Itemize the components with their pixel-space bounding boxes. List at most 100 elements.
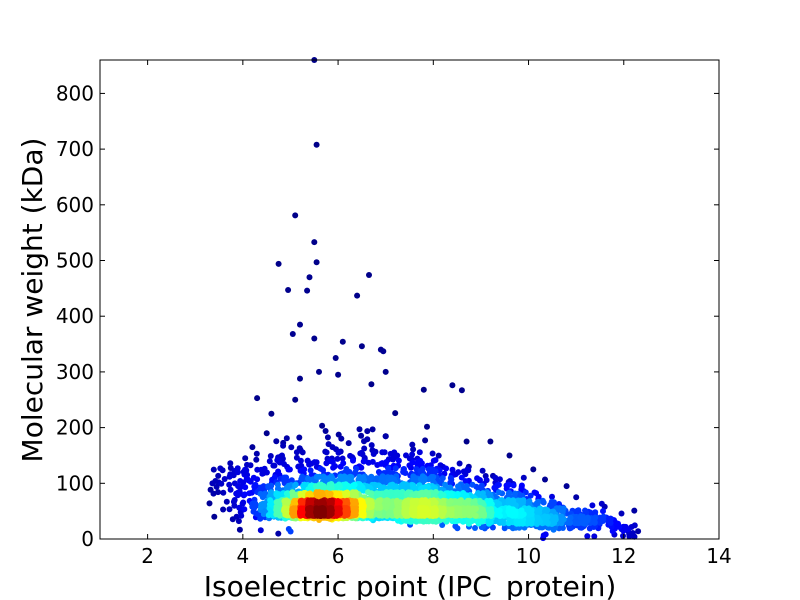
data-point <box>359 451 366 458</box>
data-point <box>479 506 486 513</box>
data-point <box>254 476 261 483</box>
data-point <box>275 468 282 475</box>
data-point <box>307 467 314 474</box>
data-point <box>530 466 537 473</box>
data-point <box>209 480 216 487</box>
x-tick-label: 8 <box>427 544 440 568</box>
data-point <box>409 498 416 505</box>
data-point <box>313 510 320 517</box>
data-point <box>496 500 503 507</box>
data-point <box>329 444 336 451</box>
data-point <box>289 507 296 514</box>
data-point <box>221 476 228 482</box>
data-point <box>305 475 311 482</box>
y-tick-label: 600 <box>56 193 94 217</box>
data-point <box>366 272 372 278</box>
data-point <box>253 450 260 457</box>
data-point <box>210 466 217 473</box>
data-point <box>345 440 352 447</box>
plot-area-frame <box>99 59 720 540</box>
data-point <box>479 467 486 474</box>
data-point <box>471 498 478 505</box>
data-point <box>425 466 432 473</box>
data-point <box>297 375 303 382</box>
data-point <box>268 410 275 417</box>
x-tick-label: 4 <box>236 544 249 568</box>
data-point <box>268 489 275 496</box>
data-point <box>527 492 534 499</box>
data-point <box>607 515 614 522</box>
data-point <box>316 368 322 375</box>
data-point <box>275 260 282 267</box>
data-point <box>440 493 447 499</box>
data-point <box>254 466 261 473</box>
data-point <box>231 497 238 503</box>
data-point <box>288 444 295 451</box>
data-point <box>542 476 548 483</box>
data-point <box>496 476 503 483</box>
data-point <box>410 485 417 492</box>
y-axis-title: Molecular weight (kDa) <box>16 138 49 463</box>
data-point <box>358 432 365 439</box>
data-point <box>631 507 638 514</box>
data-point <box>567 525 574 531</box>
data-point <box>289 331 296 337</box>
data-point <box>293 499 299 506</box>
data-point <box>236 504 243 511</box>
data-point <box>368 381 375 388</box>
data-point <box>472 525 478 531</box>
scatter-points <box>206 57 642 542</box>
data-point <box>416 449 423 456</box>
data-point <box>350 509 357 516</box>
data-point <box>489 524 496 531</box>
data-point <box>385 465 392 472</box>
data-point <box>428 473 435 480</box>
data-point <box>596 519 603 526</box>
data-point <box>361 445 368 452</box>
x-axis-ticks: 2 4 6 8 10 12 14 <box>141 60 732 568</box>
data-point <box>220 489 227 496</box>
x-tick-label: 6 <box>332 544 345 568</box>
data-point <box>430 505 437 512</box>
data-point <box>332 463 338 470</box>
y-tick-label: 300 <box>56 360 94 384</box>
data-point <box>206 500 213 507</box>
data-point <box>420 386 427 393</box>
data-point <box>337 473 344 480</box>
data-point <box>338 435 345 442</box>
data-point <box>313 141 320 148</box>
data-point <box>475 490 481 496</box>
data-point <box>306 274 313 281</box>
y-tick-label: 800 <box>56 81 94 105</box>
data-point <box>432 468 439 475</box>
data-point <box>297 506 304 513</box>
data-point <box>341 506 348 513</box>
data-point <box>267 453 274 459</box>
data-point <box>263 469 270 476</box>
data-point <box>227 460 234 467</box>
data-point <box>472 506 479 512</box>
data-point <box>540 532 547 539</box>
data-point <box>293 449 300 456</box>
data-point <box>368 442 375 449</box>
y-tick-label: 400 <box>56 304 94 328</box>
data-point <box>266 458 273 465</box>
data-point <box>360 502 367 509</box>
data-point <box>631 522 638 529</box>
data-point <box>462 499 469 506</box>
data-point <box>313 459 320 466</box>
data-point <box>382 433 389 440</box>
data-point <box>452 523 459 530</box>
data-point <box>339 455 346 462</box>
data-point <box>258 504 264 510</box>
data-point <box>299 449 306 456</box>
data-point <box>347 452 354 459</box>
data-point <box>387 482 394 489</box>
data-point <box>461 509 468 516</box>
data-point <box>400 481 407 487</box>
data-point <box>292 212 299 219</box>
data-point <box>354 292 361 299</box>
data-point <box>215 472 222 479</box>
data-point <box>350 457 356 464</box>
